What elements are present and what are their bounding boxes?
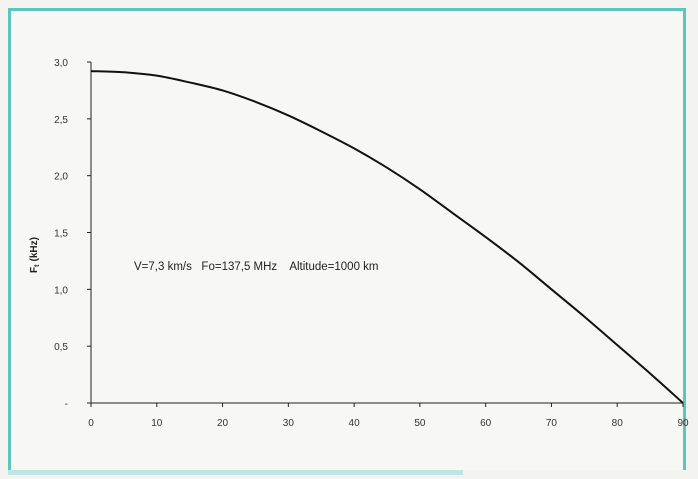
chart-frame: [8, 8, 686, 470]
y-ticks: - 0,5 1,0 1,5 2,0 2,5 3,0: [54, 58, 91, 410]
y-axis-label: Ft (kHz): [29, 237, 41, 273]
bottom-strip: [8, 470, 463, 475]
x-tick-label: 60: [480, 418, 492, 429]
y-tick-label: 0,5: [54, 342, 68, 353]
x-tick-label: 90: [677, 418, 689, 429]
y-tick-label: 2,0: [54, 172, 68, 183]
y-tick-label: -: [65, 399, 68, 410]
y-axis-label-main: F: [29, 267, 40, 273]
y-tick-label: 1,5: [54, 229, 68, 240]
x-tick-label: 20: [217, 418, 229, 429]
y-axis-label-subscript: t: [34, 264, 41, 267]
axes: [90, 62, 683, 404]
y-tick-label: 3,0: [54, 58, 68, 69]
x-ticks: 0 10 20 30 40 50 60 70 80 90: [88, 403, 689, 429]
x-tick-label: 30: [283, 418, 295, 429]
x-tick-label: 70: [546, 418, 558, 429]
series-line: [90, 70, 684, 404]
x-tick-label: 50: [414, 418, 426, 429]
y-tick-label: 1,0: [54, 285, 68, 296]
y-tick-label: 2,5: [54, 115, 68, 126]
x-tick-label: 80: [612, 418, 624, 429]
x-tick-label: 40: [349, 418, 361, 429]
y-axis-label-unit: (kHz): [29, 237, 40, 261]
chart-annotation: V=7,3 km/s Fo=137,5 MHz Altitude=1000 km: [134, 261, 379, 273]
x-tick-label: 0: [88, 418, 94, 429]
x-tick-label: 10: [151, 418, 163, 429]
